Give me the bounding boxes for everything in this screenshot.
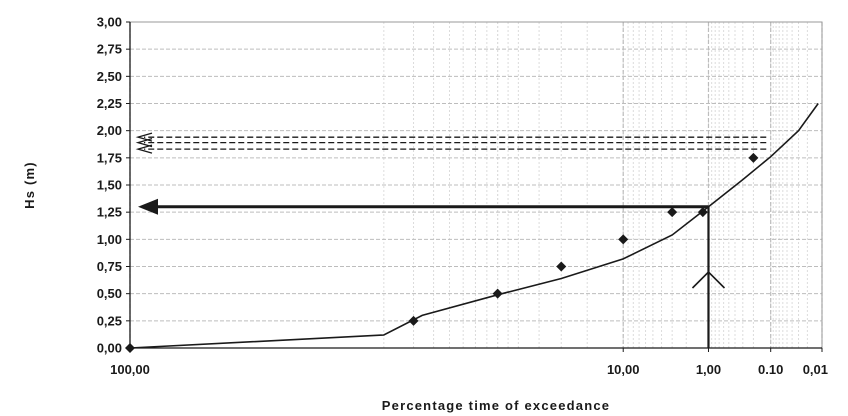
- y-axis-title: Hs (m): [22, 161, 37, 209]
- x-axis-title: Percentage time of exceedance: [382, 398, 610, 413]
- annotations: [135, 132, 767, 348]
- y-tick-label: 2,75: [97, 42, 122, 57]
- y-tick-label: 2,50: [97, 69, 122, 84]
- y-tick-label: 2,00: [97, 123, 122, 138]
- y-tick-label: 2,25: [97, 96, 122, 111]
- design-arrowhead-solid: [138, 198, 158, 215]
- y-tick-label: 0,25: [97, 313, 122, 328]
- x-tick-label: 0.10: [758, 362, 783, 377]
- tick-labels: 0,00 0,25 0,50 0,75 1,00 1,25 1,50 1,75 2,00 2,25…: [97, 15, 828, 378]
- design-arrowhead-dashed: [135, 144, 153, 154]
- y-tick-label: 0,50: [97, 286, 122, 301]
- x-tick-label: 100,00: [110, 362, 150, 377]
- exceedance-arrow-head: [691, 270, 726, 289]
- y-tick-label: 1,25: [97, 205, 122, 220]
- y-tick-label: 1,75: [97, 150, 122, 165]
- x-tick-label: 0,01: [803, 362, 828, 377]
- design-arrowhead-dashed: [135, 132, 153, 142]
- y-tick-label: 0,75: [97, 259, 122, 274]
- data-point: [667, 207, 678, 218]
- data-point: [556, 261, 567, 272]
- grid: [129, 21, 823, 349]
- x-tick-label: 10,00: [607, 362, 640, 377]
- data-point: [618, 234, 629, 245]
- y-tick-label: 1,00: [97, 232, 122, 247]
- y-tick-label: 0,00: [97, 341, 122, 356]
- x-tick-label: 1,00: [696, 362, 721, 377]
- fitted-line: [129, 103, 819, 349]
- series: [125, 103, 819, 353]
- y-tick-label: 3,00: [97, 15, 122, 30]
- y-tick-label: 1,50: [97, 178, 122, 193]
- data-point: [748, 152, 759, 163]
